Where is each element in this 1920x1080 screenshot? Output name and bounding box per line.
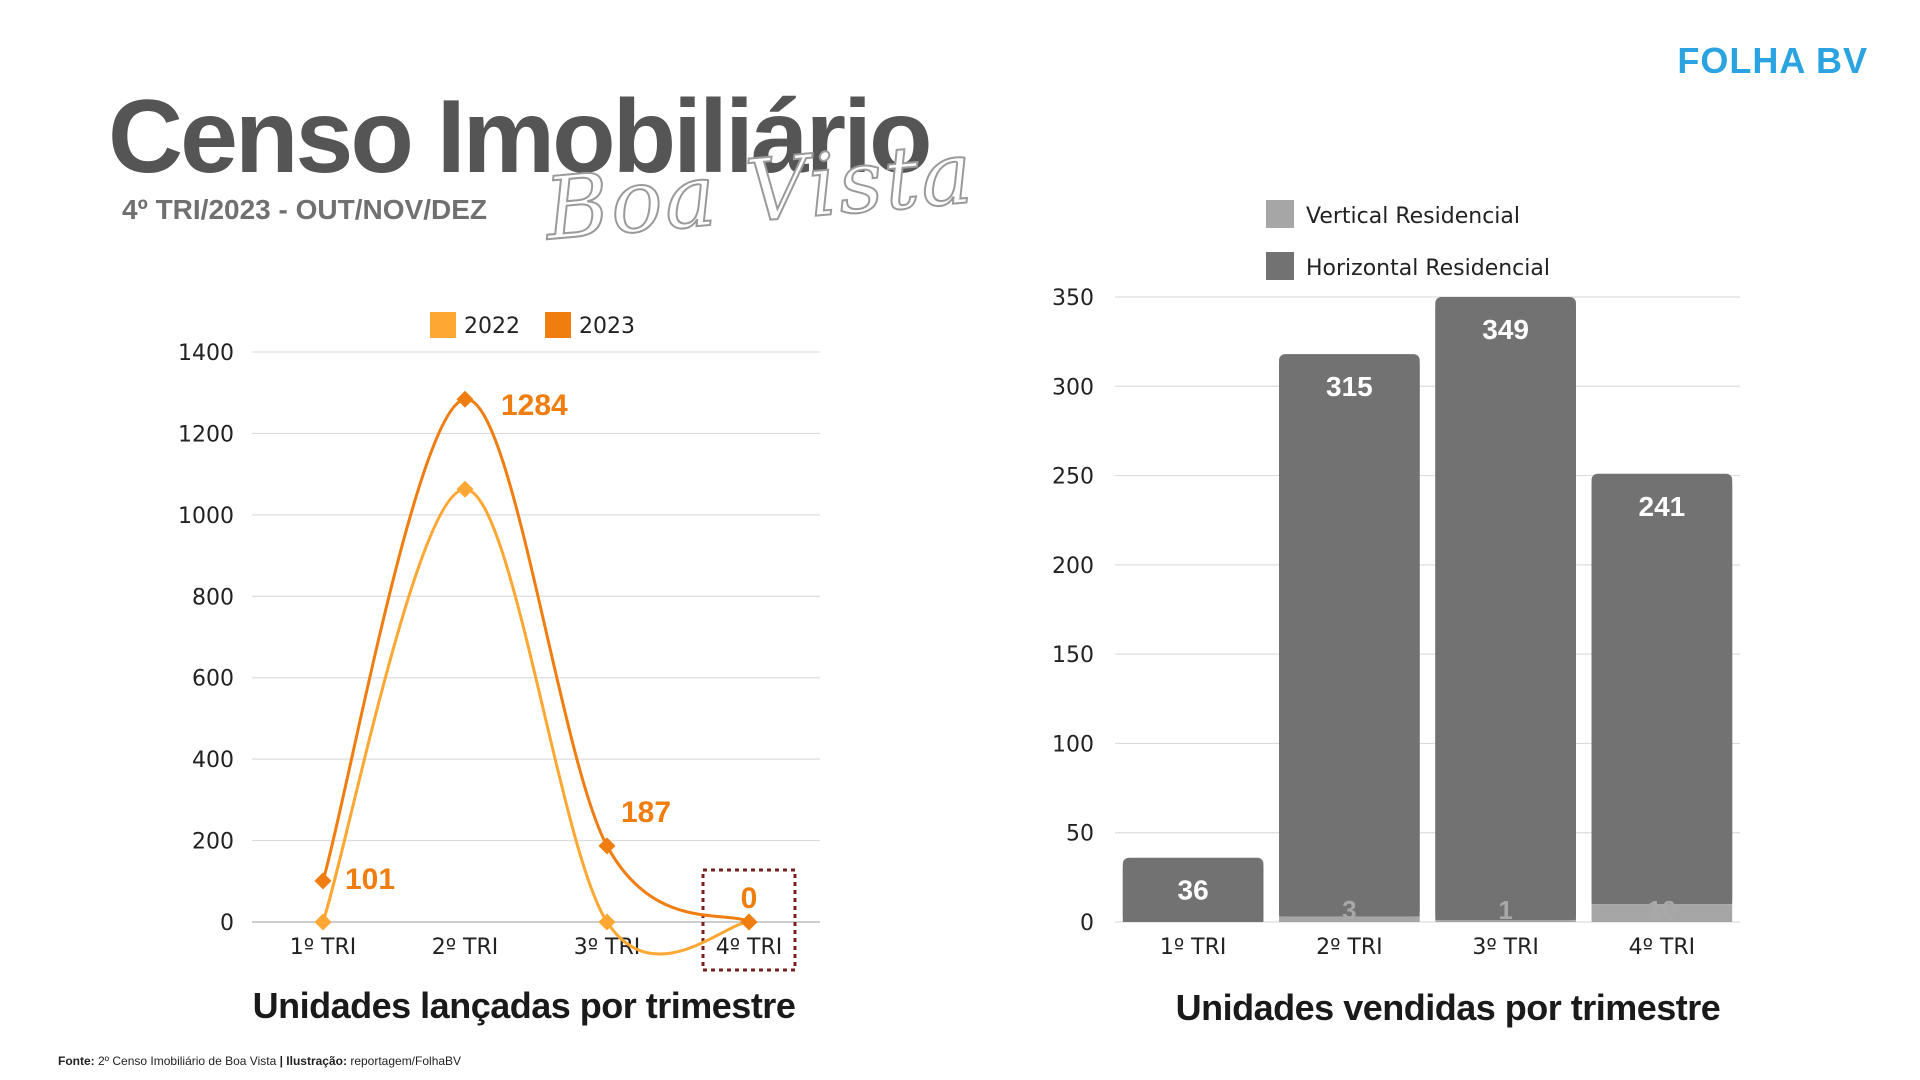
x-tick-label: 4º TRI [716, 935, 783, 960]
legend-swatch-2022 [430, 312, 456, 338]
y-tick-label: 350 [1052, 286, 1094, 311]
point-marker-2023 [598, 837, 616, 855]
point-marker-2022 [314, 913, 332, 931]
x-tick-label: 2º TRI [1316, 935, 1383, 960]
x-tick-label: 4º TRI [1629, 935, 1696, 960]
y-tick-label: 100 [1052, 732, 1094, 757]
legend-swatch-horizontal-residencial [1266, 252, 1294, 280]
y-tick-label: 600 [192, 667, 234, 692]
line-chart-launched-units: 2022 2023 0 200 400 600 800 1000 1200 1400 1º TRI 2… [178, 312, 820, 1026]
legend-label-2023: 2023 [579, 314, 635, 339]
bar-label-horizontal: 349 [1482, 314, 1529, 345]
x-tick-label: 1º TRI [290, 935, 357, 960]
chart-title-launched: Unidades lançadas por trimestre [253, 985, 796, 1026]
point-marker-2022 [456, 480, 474, 498]
bar-label-horizontal: 36 [1178, 875, 1209, 906]
y-tick-label: 1200 [178, 422, 234, 447]
bar-label-vertical: 10 [1647, 895, 1676, 925]
chart-title-sold: Unidades vendidas por trimestre [1176, 987, 1721, 1028]
bar-vertical-residencial [1435, 920, 1576, 922]
x-tick-label: 3º TRI [1472, 935, 1539, 960]
y-tick-label: 150 [1052, 643, 1094, 668]
period-subtitle: 4º TRI/2023 - OUT/NOV/DEZ [122, 194, 487, 225]
bar-label-horizontal: 315 [1326, 371, 1373, 402]
page-title: Censo Imobiliário [108, 79, 933, 195]
legend-swatch-vertical-residencial [1266, 200, 1294, 228]
bar-label-vertical: 3 [1342, 895, 1356, 925]
point-marker-2023 [740, 913, 758, 931]
y-tick-label: 250 [1052, 465, 1094, 490]
data-label-2023: 101 [345, 863, 395, 896]
bar-vertical-residencial [1279, 916, 1420, 922]
data-label-2023: 187 [621, 796, 671, 829]
bar-horizontal-residencial-body [1435, 307, 1576, 921]
bar-label-vertical: 1 [1498, 895, 1512, 925]
legend-label-horizontal-residencial: Horizontal Residencial [1306, 256, 1550, 281]
bar-label-horizontal: 241 [1639, 491, 1686, 522]
legend-swatch-2023 [545, 312, 571, 338]
data-label-2023: 1284 [501, 389, 568, 422]
footer-separator: | [279, 1054, 283, 1068]
data-label-2023: 0 [741, 882, 758, 915]
bar-horizontal-residencial-body [1122, 867, 1264, 922]
point-marker-2023 [456, 390, 474, 408]
bar-vertical-residencial [1591, 904, 1733, 922]
source-text: 2º Censo Imobiliário de Boa Vista [94, 1054, 280, 1068]
illustration-text: reportagem/FolhaBV [346, 1054, 462, 1068]
y-tick-label: 1000 [178, 504, 234, 529]
x-tick-label: 3º TRI [574, 935, 641, 960]
line-series-2023 [321, 397, 750, 924]
y-tick-label: 300 [1052, 375, 1094, 400]
y-tick-label: 800 [192, 585, 234, 610]
y-tick-label: 400 [192, 748, 234, 773]
source-label: Fonte: [58, 1054, 95, 1068]
bar-horizontal-residencial-body [1279, 364, 1420, 917]
illustration-label: Ilustração: [282, 1054, 347, 1068]
legend-label-2022: 2022 [464, 314, 520, 339]
point-marker-2022 [598, 913, 616, 931]
x-tick-label: 1º TRI [1160, 935, 1227, 960]
bar-horizontal-residencial-body [1591, 483, 1733, 905]
point-marker-2023 [314, 872, 332, 890]
legend-label-vertical-residencial: Vertical Residencial [1306, 204, 1520, 229]
y-tick-label: 50 [1066, 822, 1094, 847]
source-footnote: Fonte: 2º Censo Imobiliário de Boa Vista… [58, 1054, 461, 1068]
y-tick-label: 0 [220, 911, 234, 936]
y-tick-label: 1400 [178, 341, 234, 366]
x-tick-label: 2º TRI [432, 935, 499, 960]
brand-logo: FOLHA BV [1677, 40, 1868, 81]
y-tick-label: 0 [1080, 911, 1094, 936]
y-tick-label: 200 [192, 830, 234, 855]
bar-chart-sold-units: Vertical Residencial Horizontal Residenci… [1052, 200, 1740, 1028]
line-series-2022 [321, 487, 750, 956]
y-tick-label: 200 [1052, 554, 1094, 579]
